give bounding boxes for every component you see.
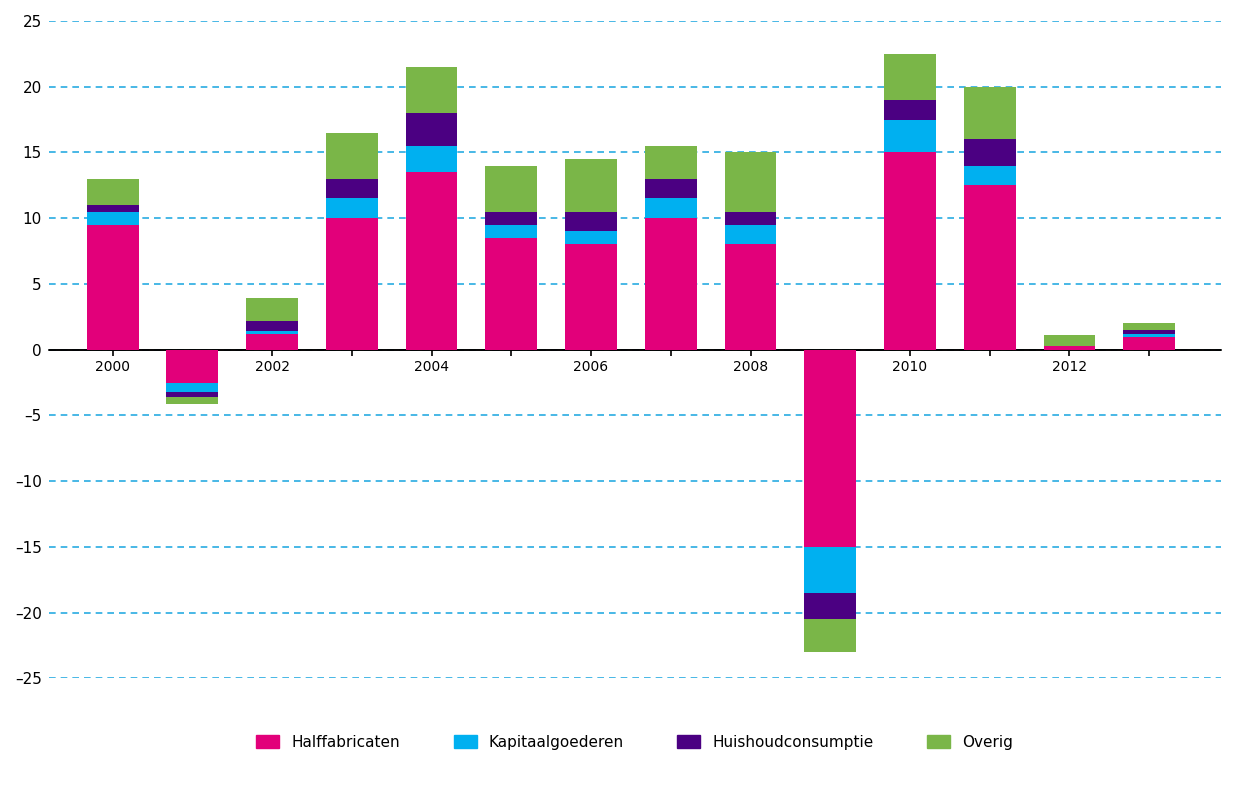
Bar <box>486 212 538 225</box>
Bar <box>326 198 378 218</box>
Bar <box>1043 345 1095 349</box>
Bar <box>167 349 219 383</box>
Bar <box>167 392 219 397</box>
Bar <box>884 120 936 152</box>
Bar <box>964 185 1016 349</box>
Bar <box>645 198 697 218</box>
Bar <box>645 218 697 349</box>
Bar <box>405 67 457 113</box>
Bar <box>486 238 538 349</box>
Bar <box>565 231 617 244</box>
Bar <box>405 113 457 146</box>
Bar <box>1124 324 1175 330</box>
Bar <box>645 179 697 198</box>
Bar <box>1043 335 1095 345</box>
Bar <box>645 146 697 179</box>
Bar <box>724 212 776 225</box>
Bar <box>884 152 936 349</box>
Bar <box>964 139 1016 166</box>
Bar <box>87 225 138 349</box>
Bar <box>805 593 857 619</box>
Bar <box>405 172 457 349</box>
Bar <box>805 349 857 547</box>
Bar <box>884 100 936 120</box>
Bar <box>805 547 857 593</box>
Bar <box>565 212 617 231</box>
Bar <box>724 225 776 244</box>
Bar <box>246 331 298 334</box>
Bar <box>724 152 776 212</box>
Bar <box>1124 330 1175 334</box>
Bar <box>326 133 378 179</box>
Bar <box>326 218 378 349</box>
Bar <box>405 146 457 172</box>
Bar <box>87 212 138 225</box>
Bar <box>724 244 776 349</box>
Bar <box>964 87 1016 139</box>
Legend: Halffabricaten, Kapitaalgoederen, Huishoudconsumptie, Overig: Halffabricaten, Kapitaalgoederen, Huisho… <box>257 735 1014 750</box>
Bar <box>884 54 936 100</box>
Bar <box>326 179 378 198</box>
Bar <box>565 244 617 349</box>
Bar <box>246 334 298 349</box>
Bar <box>486 166 538 212</box>
Bar <box>87 205 138 212</box>
Bar <box>565 159 617 212</box>
Bar <box>964 166 1016 185</box>
Bar <box>805 619 857 652</box>
Bar <box>246 299 298 320</box>
Bar <box>246 320 298 331</box>
Bar <box>1124 334 1175 337</box>
Bar <box>486 225 538 238</box>
Bar <box>167 383 219 392</box>
Bar <box>167 397 219 404</box>
Bar <box>1124 337 1175 349</box>
Bar <box>87 179 138 205</box>
